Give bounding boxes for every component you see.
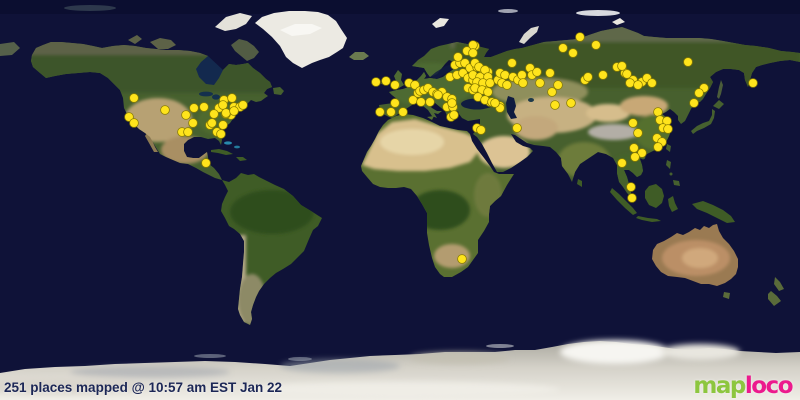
place-dot <box>221 108 231 118</box>
place-dot <box>490 98 500 108</box>
status-text: 251 places mapped @ 10:57 am EST Jan 22 <box>4 380 283 395</box>
place-dot <box>628 118 638 128</box>
place-dot <box>622 69 632 79</box>
place-dot <box>626 182 636 192</box>
place-dot <box>575 32 585 42</box>
place-dot <box>591 40 601 50</box>
place-dot <box>507 58 517 68</box>
place-dot <box>553 80 563 90</box>
place-dot <box>683 57 693 67</box>
place-dot <box>598 70 608 80</box>
logo-part-map: map <box>693 373 746 399</box>
place-dot <box>453 52 463 62</box>
place-dot <box>416 97 426 107</box>
place-dot <box>181 110 191 120</box>
place-dot <box>183 127 193 137</box>
place-dot <box>485 78 495 88</box>
place-dot <box>558 43 568 53</box>
status-bar: 251 places mapped @ 10:57 am EST Jan 22 <box>4 380 282 395</box>
place-dot <box>201 158 211 168</box>
place-dot <box>566 98 576 108</box>
place-dot <box>547 87 557 97</box>
place-dot <box>663 124 673 134</box>
place-dot <box>188 118 198 128</box>
place-dot <box>375 107 385 117</box>
place-dot <box>535 78 545 88</box>
logo-part-loco: loco <box>744 373 794 399</box>
place-dot <box>386 107 396 117</box>
place-dot <box>447 98 457 108</box>
place-dot <box>518 78 528 88</box>
place-dot <box>371 77 381 87</box>
place-dot <box>390 98 400 108</box>
place-dot <box>457 254 467 264</box>
place-dot <box>748 78 758 88</box>
place-dot <box>218 100 228 110</box>
place-dot <box>199 102 209 112</box>
place-dot <box>468 48 478 58</box>
place-dot <box>617 158 627 168</box>
place-dot <box>476 125 486 135</box>
place-dot <box>238 100 248 110</box>
place-dot <box>517 70 527 80</box>
place-dot <box>647 78 657 88</box>
place-dot <box>629 143 639 153</box>
maploco-logo[interactable]: maploco <box>693 373 794 399</box>
place-dot <box>381 76 391 86</box>
place-dot <box>207 118 217 128</box>
islands <box>0 35 784 306</box>
place-dot <box>625 78 635 88</box>
place-dot <box>227 93 237 103</box>
place-dot <box>189 103 199 113</box>
place-dot <box>532 67 542 77</box>
place-dot <box>209 109 219 119</box>
place-dot <box>653 107 663 117</box>
place-dot <box>468 40 478 50</box>
place-dot <box>398 107 408 117</box>
place-dot <box>218 120 228 130</box>
place-dot <box>568 48 578 58</box>
place-dot <box>694 88 704 98</box>
place-dot <box>160 105 170 115</box>
place-dot <box>653 142 663 152</box>
place-dot <box>500 70 510 80</box>
place-dot <box>512 123 522 133</box>
place-dot <box>449 110 459 120</box>
place-dot <box>630 152 640 162</box>
place-dot <box>545 68 555 78</box>
place-dot <box>633 128 643 138</box>
place-dot <box>502 80 512 90</box>
place-dot <box>583 72 593 82</box>
place-dot <box>627 193 637 203</box>
place-dot <box>229 106 239 116</box>
place-dot <box>483 87 493 97</box>
place-dot <box>633 80 643 90</box>
place-dot <box>216 129 226 139</box>
polar-ice <box>0 5 800 400</box>
place-dot <box>689 98 699 108</box>
place-dot <box>129 93 139 103</box>
place-dot <box>425 97 435 107</box>
place-dot <box>617 61 627 71</box>
place-dot <box>433 90 443 100</box>
place-dot <box>390 80 400 90</box>
place-dot <box>129 118 139 128</box>
place-dot <box>550 100 560 110</box>
